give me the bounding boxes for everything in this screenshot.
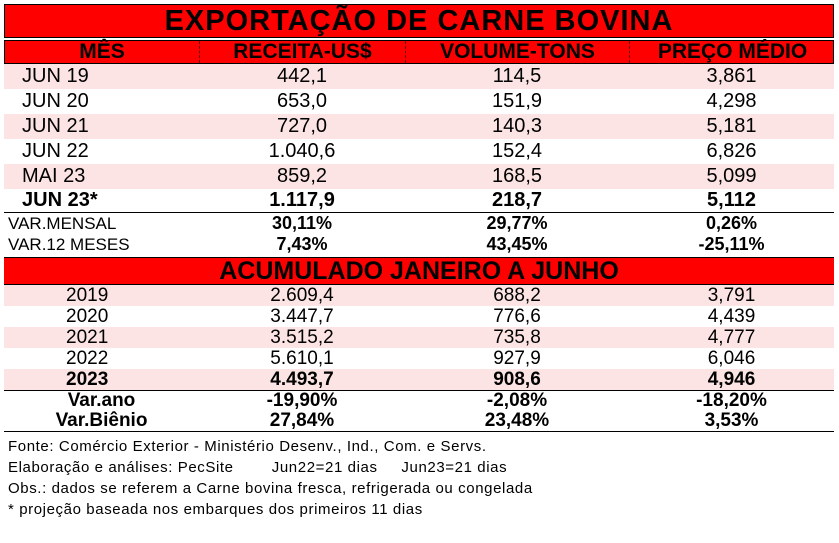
cell-revenue: 7,43% [276, 234, 328, 254]
accumulated-section-bar: ACUMULADO JANEIRO A JUNHO [4, 257, 834, 285]
cell-volume: 23,48% [484, 410, 550, 431]
cell-price: 5,112 [707, 189, 756, 211]
table-row: 2020 3.447,7 776,6 4,439 [4, 306, 834, 327]
cell-volume: 776,6 [493, 306, 541, 327]
cell-revenue: 2.609,4 [270, 285, 334, 306]
cell-price: 3,791 [707, 285, 756, 306]
cell-revenue: 442,1 [276, 65, 328, 87]
column-header-row: MÊS RECEITA-US$ VOLUME-TONS PREÇO MÉDIO [4, 40, 834, 64]
cell-volume: 140,3 [491, 115, 543, 137]
cell-revenue: 1.117,9 [269, 189, 335, 211]
table-title: EXPORTAÇÃO DE CARNE BOVINA [164, 4, 674, 37]
footnotes: Fonte: Comércio Exterior - Ministério De… [4, 436, 834, 520]
variation-row: VAR.12 MESES 7,43% 43,45% -25,11% [4, 234, 834, 255]
cell-price: 3,53% [704, 410, 759, 431]
cell-revenue: 653,0 [276, 90, 328, 112]
cell-volume: 114,5 [492, 65, 542, 87]
row-label: VAR.MENSAL [8, 214, 117, 233]
cell-price: 4,946 [707, 369, 756, 390]
row-label: Var.Biênio [55, 410, 148, 431]
table-row: 2019 2.609,4 688,2 3,791 [4, 285, 834, 306]
projection-note: * projeção baseada nos embarques dos pri… [8, 501, 423, 518]
header-avg-price: PREÇO MÉDIO [657, 40, 808, 63]
table-row: JUN 19 442,1 114,5 3,861 [4, 64, 834, 89]
cell-price: 5,181 [706, 115, 757, 137]
cell-revenue: 5.610,1 [270, 348, 334, 369]
elaboration-note: Elaboração e análises: PecSite Jun22=21 … [8, 459, 508, 476]
cell-volume: 927,9 [493, 348, 541, 369]
cell-volume: 908,6 [493, 369, 541, 390]
row-label: JUN 21 [22, 115, 89, 137]
row-label: JUN 19 [22, 65, 89, 87]
row-label: JUN 22 [22, 140, 89, 162]
cell-revenue: 27,84% [269, 410, 335, 431]
row-label: JUN 20 [22, 90, 89, 112]
row-label: Var.ano [67, 390, 136, 411]
cell-price: 4,777 [707, 327, 756, 348]
cell-price: 6,046 [707, 348, 756, 369]
beef-export-table: EXPORTAÇÃO DE CARNE BOVINA MÊS RECEITA-U… [4, 4, 834, 520]
table-row: JUN 22 1.040,6 152,4 6,826 [4, 139, 834, 164]
cell-price: -25,11% [698, 234, 765, 254]
cell-volume: 43,45% [486, 234, 548, 254]
table-row: JUN 21 727,0 140,3 5,181 [4, 114, 834, 139]
cell-volume: 152,4 [491, 140, 543, 162]
table-row: 2022 5.610,1 927,9 6,046 [4, 348, 834, 369]
cell-price: 4,439 [707, 306, 756, 327]
cell-price: 5,099 [706, 165, 757, 187]
cell-price: 4,298 [706, 90, 757, 112]
cell-revenue: 727,0 [276, 115, 328, 137]
source-note: Fonte: Comércio Exterior - Ministério De… [8, 438, 487, 455]
cell-revenue: 3.447,7 [270, 306, 334, 327]
variation-row: VAR.MENSAL 30,11% 29,77% 0,26% [4, 213, 834, 234]
variation-row: Var.Biênio 27,84% 23,48% 3,53% [4, 411, 834, 432]
cell-price: 0,26% [705, 213, 758, 233]
variation-row: Var.ano -19,90% -2,08% -18,20% [4, 391, 834, 411]
row-label: VAR.12 MESES [8, 235, 130, 254]
cell-revenue: 30,11% [271, 213, 333, 233]
cell-revenue: 4.493,7 [270, 369, 334, 390]
cell-volume: 168,5 [491, 165, 543, 187]
observation-note: Obs.: dados se referem a Carne bovina fr… [8, 480, 533, 497]
cell-volume: 151,9 [491, 90, 543, 112]
cell-price: 6,826 [706, 140, 757, 162]
table-row: JUN 23* 1.117,9 218,7 5,112 [4, 189, 834, 213]
cell-revenue: -19,90% [266, 390, 338, 411]
cell-price: 3,861 [706, 65, 757, 87]
cell-volume: -2,08% [486, 390, 548, 411]
cell-volume: 218,7 [491, 189, 543, 211]
header-revenue: RECEITA-US$ [200, 41, 406, 63]
row-label: 2022 [66, 348, 109, 369]
cell-revenue: 1.040,6 [268, 140, 336, 162]
cell-volume: 29,77% [486, 213, 548, 233]
row-label: 2019 [66, 285, 109, 306]
cell-revenue: 3.515,2 [270, 327, 334, 348]
row-label: 2020 [66, 306, 109, 327]
table-row: 2023 4.493,7 908,6 4,946 [4, 369, 834, 391]
header-volume: VOLUME-TONS [406, 41, 630, 63]
cell-revenue: 859,2 [276, 165, 328, 187]
table-row: 2021 3.515,2 735,8 4,777 [4, 327, 834, 348]
cell-volume: 688,2 [493, 285, 541, 306]
row-label: 2021 [66, 327, 109, 348]
table-row: JUN 20 653,0 151,9 4,298 [4, 89, 834, 114]
row-label: JUN 23* [22, 189, 98, 211]
cell-volume: 735,8 [493, 327, 541, 348]
header-month: MÊS [5, 41, 200, 63]
row-label: MAI 23 [22, 165, 86, 187]
cell-price: -18,20% [696, 390, 767, 411]
table-title-bar: EXPORTAÇÃO DE CARNE BOVINA [4, 4, 834, 38]
table-row: MAI 23 859,2 168,5 5,099 [4, 164, 834, 189]
row-label: 2023 [66, 369, 109, 390]
accumulated-title: ACUMULADO JANEIRO A JUNHO [219, 256, 619, 285]
